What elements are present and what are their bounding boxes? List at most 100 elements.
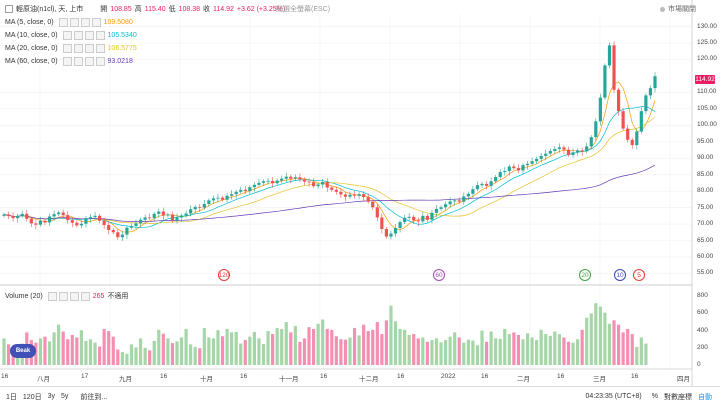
range-1d-button[interactable]: 1日	[6, 393, 17, 401]
candle-body	[521, 165, 525, 171]
settings-icon[interactable]	[73, 44, 83, 53]
candle-body	[248, 187, 252, 192]
log-scale-toggle[interactable]: 對數座標	[664, 393, 692, 401]
ma-legend-10[interactable]: MA (10, close, 0) 105.5340	[5, 31, 137, 40]
volume-bar	[635, 346, 639, 365]
volume-bar	[380, 334, 384, 365]
ma-legend-value: 93.0218	[107, 58, 133, 65]
auto-scale-toggle[interactable]: 自動	[698, 393, 712, 401]
volume-bar	[357, 335, 361, 365]
market-status: 市場關閉	[660, 4, 696, 14]
event-badge[interactable]: 60	[433, 269, 445, 281]
event-badge[interactable]: 5	[633, 269, 645, 281]
volume-bar	[2, 338, 6, 365]
candle-body	[357, 194, 361, 196]
volume-bar	[621, 332, 625, 365]
ma-legend-label: MA (5, close, 0)	[5, 19, 54, 26]
range-3y-button[interactable]: 3y	[47, 393, 55, 400]
price-tick-label: 125.00	[697, 39, 717, 47]
ma-legend-label: MA (20, close, 0)	[5, 45, 58, 52]
more-icon[interactable]	[95, 31, 105, 40]
more-icon[interactable]	[91, 18, 101, 27]
settings-icon[interactable]	[69, 18, 79, 27]
volume-bar	[189, 344, 193, 365]
volume-legend[interactable]: Volume (20) 265 不適用	[5, 291, 128, 301]
volume-bar	[211, 338, 216, 365]
settings-icon[interactable]	[73, 57, 83, 66]
candle-body	[275, 180, 279, 184]
more-icon[interactable]	[80, 291, 90, 301]
close-icon[interactable]	[84, 31, 94, 40]
ma-legend-60[interactable]: MA (60, close, 0) 93.0218	[5, 57, 133, 66]
event-badge[interactable]: 10	[614, 269, 626, 281]
candle-body	[38, 220, 43, 225]
eye-icon[interactable]	[62, 31, 72, 40]
range-120d-button[interactable]: 120日	[22, 393, 42, 401]
candle-body	[107, 225, 111, 230]
volume-bar	[348, 337, 352, 365]
more-icon[interactable]	[95, 57, 105, 66]
collapse-icon[interactable]	[5, 5, 13, 13]
candle-body	[321, 181, 325, 185]
candle-body	[316, 184, 320, 187]
percent-scale-toggle[interactable]: %	[651, 393, 658, 400]
volume-bar	[261, 343, 266, 365]
volume-bar	[639, 337, 643, 365]
eye-icon[interactable]	[62, 44, 72, 53]
candle-body	[25, 213, 29, 219]
candle-body	[339, 191, 343, 195]
range-5y-button[interactable]: 5y	[61, 393, 69, 400]
volume-tick-label: 800	[697, 292, 708, 300]
eye-icon[interactable]	[58, 18, 68, 27]
time-tick-label: 十月	[200, 376, 213, 383]
candle-body	[166, 214, 170, 216]
candle-body	[29, 218, 33, 224]
close-icon[interactable]	[69, 291, 79, 301]
volume-bar	[339, 339, 343, 365]
candle-body	[371, 201, 375, 208]
eye-icon[interactable]	[47, 291, 57, 301]
volume-bar	[125, 353, 129, 365]
volume-bar	[480, 330, 484, 365]
event-badge[interactable]: 120	[218, 269, 230, 281]
volume-bar	[616, 324, 621, 365]
candle-body	[516, 168, 521, 171]
volume-bar	[38, 338, 43, 365]
eye-icon[interactable]	[62, 57, 72, 66]
volume-bar	[557, 334, 561, 365]
goto-date-button[interactable]: 前往到...	[80, 393, 108, 401]
close-icon[interactable]	[84, 57, 94, 66]
close-icon[interactable]	[84, 44, 94, 53]
volume-bar	[170, 343, 175, 365]
settings-icon[interactable]	[58, 291, 68, 301]
instrument-name[interactable]: 輕原油(n1cl), 天, 上市	[16, 6, 84, 13]
volume-bar	[70, 334, 74, 365]
close-icon[interactable]	[80, 18, 90, 27]
volume-bar	[448, 336, 452, 365]
volume-bar	[366, 331, 370, 365]
clock-display[interactable]: 04:23:35 (UTC+8)	[585, 393, 642, 400]
candle-body	[475, 185, 480, 190]
candle-body	[61, 212, 65, 216]
open-value: 108.85	[110, 5, 132, 13]
settings-icon[interactable]	[73, 31, 83, 40]
event-badge[interactable]: 20	[579, 269, 591, 281]
candle-body	[93, 215, 97, 218]
volume-bar	[216, 330, 220, 365]
volume-bar	[129, 344, 134, 365]
ma-legend-20[interactable]: MA (20, close, 0) 106.5775	[5, 44, 137, 53]
time-tick-label: 16	[481, 373, 489, 380]
more-icon[interactable]	[95, 44, 105, 53]
candle-body	[594, 121, 598, 138]
candle-body	[434, 208, 439, 213]
last-price-tag: 114.92	[695, 75, 715, 84]
candle-body	[412, 216, 416, 221]
time-tick-label: 16	[320, 373, 328, 380]
candle-body	[220, 197, 225, 200]
candle-body	[143, 217, 147, 220]
candle-body	[425, 215, 429, 220]
volume-bar	[184, 328, 188, 365]
price-tick-label: 60.00	[697, 252, 714, 260]
ma-legend-5[interactable]: MA (5, close, 0) 109.5080	[5, 18, 133, 27]
